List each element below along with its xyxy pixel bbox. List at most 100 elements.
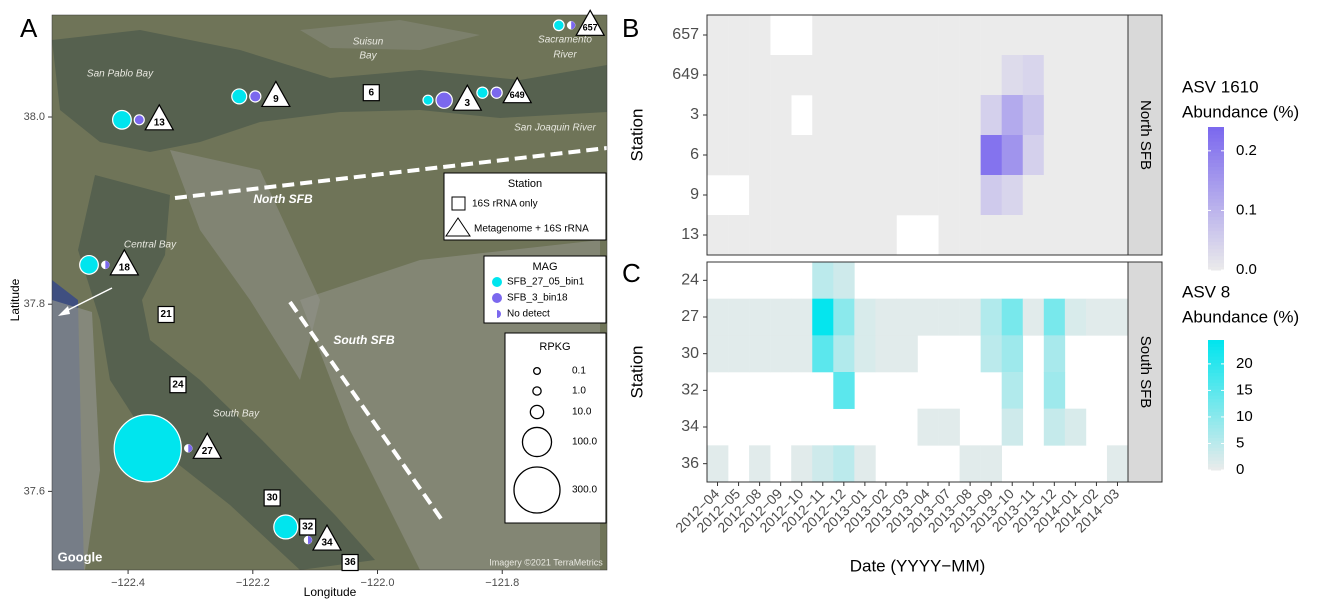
station-label: 6 [368, 87, 374, 98]
station-label: 30 [267, 493, 279, 504]
colorbar-step [1208, 431, 1224, 435]
colorbar-step [1208, 227, 1224, 232]
heat-cell [833, 175, 855, 216]
heat-cell [980, 15, 1002, 56]
colorbar-step [1208, 141, 1224, 146]
heat-cell [875, 95, 897, 136]
heat-cell [1022, 175, 1045, 216]
legend-size [529, 404, 545, 420]
colorbar-step [1208, 184, 1224, 189]
heat-cell [707, 55, 729, 96]
heat-cell [1022, 55, 1045, 96]
colorbar-step [1208, 372, 1224, 377]
x-tick-label: −121.8 [485, 577, 519, 589]
heat-cell [1085, 298, 1108, 336]
heat-cell [875, 175, 897, 216]
y-tick-label: 32 [681, 382, 699, 399]
colorbar-step [1208, 385, 1224, 390]
no-detect-half [188, 444, 193, 453]
colorbar-step [1208, 463, 1224, 468]
station-square [157, 305, 175, 324]
y-tick-label: 657 [672, 26, 699, 43]
heat-cell [1106, 15, 1129, 56]
heat-cell [917, 408, 939, 446]
station-label: 21 [161, 309, 173, 320]
heat-cell [896, 335, 918, 373]
legend-label: 10.0 [572, 407, 592, 418]
mag-bubble [476, 86, 489, 99]
colorbar-step [1208, 144, 1224, 149]
heat-cell [812, 135, 834, 176]
heat-cell [833, 372, 855, 409]
station-triangle [311, 523, 343, 551]
heat-cell [749, 135, 771, 176]
heat-cell [896, 55, 918, 96]
heat-cell [833, 215, 855, 256]
heat-cell [896, 175, 918, 216]
colorbar-step [1208, 259, 1224, 264]
colorbar-step [1208, 450, 1224, 455]
station-triangle [144, 103, 175, 131]
heat-cell [1001, 55, 1024, 96]
legend-title: Abundance (%) [1182, 102, 1299, 121]
heat-cell [1064, 135, 1087, 176]
panel-border [706, 261, 1129, 483]
colorbar-step [1208, 194, 1224, 199]
panel-border [706, 14, 1129, 256]
colorbar-step [1208, 148, 1224, 153]
colorbar-step [1208, 244, 1224, 250]
heat-cell [980, 55, 1002, 96]
heat-cell [1001, 135, 1024, 176]
heat-cell [875, 15, 897, 56]
heat-cell [833, 15, 855, 56]
legend-size [521, 426, 553, 458]
heat-cell [707, 445, 729, 483]
heat-cell [1001, 335, 1024, 373]
heat-cell [833, 298, 855, 336]
heat-cell [980, 298, 1002, 336]
station-label: 27 [202, 446, 214, 457]
colorbar-step [1208, 234, 1224, 239]
heat-cell [980, 445, 1002, 483]
colorbar-step [1208, 437, 1224, 442]
colorbar-step [1208, 401, 1224, 406]
heat-cell [938, 298, 960, 336]
colorbar-step [1208, 219, 1224, 225]
colorbar-step [1208, 134, 1224, 139]
heat-cell [1106, 135, 1129, 176]
station-triangle [109, 248, 140, 276]
station-square [341, 553, 359, 572]
heat-cell [707, 298, 729, 336]
legend-size [532, 366, 542, 376]
station-triangle [260, 80, 291, 108]
heat-cell [1043, 175, 1066, 216]
colorbar-step [1208, 466, 1224, 471]
heat-cell [1001, 175, 1024, 216]
heat-cell [875, 135, 897, 176]
heat-cell [1043, 215, 1066, 256]
mag-bubble [422, 94, 434, 106]
legend-title: Abundance (%) [1182, 307, 1299, 326]
colorbar-step [1208, 230, 1224, 235]
station-label: 34 [321, 538, 333, 549]
mag-bubble [552, 19, 565, 32]
heat-cell [812, 298, 834, 336]
colorbar-step [1208, 346, 1224, 351]
heat-cell [770, 135, 792, 176]
heat-cell [833, 95, 855, 136]
heat-cell [1106, 215, 1129, 256]
colorbar-step [1208, 343, 1224, 347]
heat-cell [707, 95, 729, 136]
colorbar-label: 0.2 [1236, 142, 1257, 159]
heat-cell [875, 55, 897, 96]
colorbar-label: 15 [1236, 381, 1253, 398]
panel-label: A [20, 13, 38, 43]
y-tick-label: 30 [681, 345, 699, 362]
heat-cell [707, 135, 729, 176]
map-annotation: San Joaquin River [514, 123, 596, 134]
heat-cell [749, 15, 771, 56]
station-triangle [452, 83, 483, 111]
colorbar-label: 20 [1236, 355, 1253, 372]
colorbar-step [1208, 349, 1224, 354]
heat-cell [770, 335, 792, 373]
